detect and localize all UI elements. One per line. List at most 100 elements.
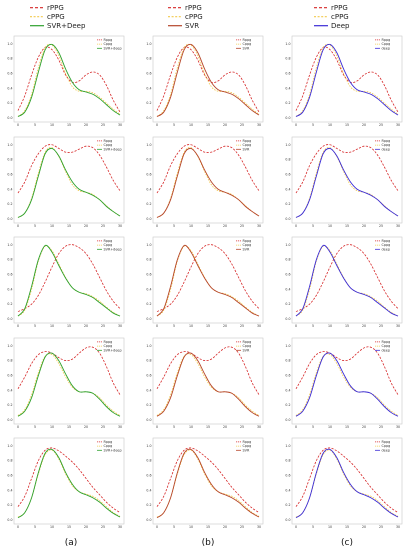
x-tick-label: 5 — [173, 425, 175, 429]
y-tick-label: 1.0 — [146, 42, 151, 46]
legend-label-cppg: Cppg — [243, 444, 252, 448]
legend-label-rppg: Rppg — [382, 440, 391, 444]
x-tick-label: 10 — [189, 123, 193, 127]
x-tick-label: 20 — [362, 123, 366, 127]
x-tick-label: 20 — [362, 425, 366, 429]
y-tick-label: 0.8 — [285, 459, 290, 463]
legend-label-pred: deep — [382, 147, 390, 151]
legend-label-cppg: Cppg — [243, 42, 252, 46]
x-tick-label: 30 — [257, 525, 261, 529]
y-tick-label: 0.2 — [146, 101, 151, 105]
x-tick-label: 5 — [173, 324, 175, 328]
series-pred-line — [156, 244, 260, 317]
x-tick-label: 15 — [67, 324, 71, 328]
x-tick-label: 10 — [328, 123, 332, 127]
subplot-r0-c0: 0.0 0.2 0.4 0.6 0.8 1.0 0 5 10 15 20 25 30 RppgCppgSV… — [7, 35, 125, 127]
subplot-r2-c1: 0.0 0.2 0.4 0.6 0.8 1.0 0 5 10 15 20 25 30 RppgCppgSV… — [146, 236, 264, 328]
legend-label-cppg: Cppg — [243, 143, 252, 147]
y-tick-label: 0.2 — [7, 503, 12, 507]
y-tick-label: 1.0 — [7, 344, 12, 348]
y-tick-label: 0.8 — [285, 158, 290, 162]
x-tick-label: 25 — [240, 224, 244, 228]
legend-label-rppg: Rppg — [104, 139, 113, 143]
plot-frame — [13, 136, 125, 224]
series-rppg-line — [156, 144, 260, 194]
series-rppg-line — [295, 244, 399, 312]
y-tick-label: 1.0 — [7, 243, 12, 247]
x-tick-label: 15 — [206, 525, 210, 529]
y-tick-label: 1.0 — [146, 444, 151, 448]
top-legend-label-cppg: cPPG — [47, 13, 65, 21]
x-tick-label: 20 — [84, 425, 88, 429]
series-rppg-line — [156, 447, 260, 513]
x-tick-label: 0 — [17, 224, 19, 228]
x-tick-label: 25 — [379, 425, 383, 429]
y-tick-label: 0.6 — [7, 474, 12, 478]
x-tick-label: 25 — [379, 123, 383, 127]
subplot-r3-c1: 0.0 0.2 0.4 0.6 0.8 1.0 0 5 10 15 20 25 30 RppgCppgSV… — [146, 337, 264, 429]
series-pred-line — [17, 244, 121, 317]
y-tick-label: 0.4 — [285, 187, 290, 191]
legend-label-rppg: Rppg — [243, 239, 252, 243]
x-tick-label: 20 — [223, 425, 227, 429]
y-tick-label: 1.0 — [146, 143, 151, 147]
x-tick-label: 0 — [295, 525, 297, 529]
x-tick-label: 25 — [101, 425, 105, 429]
plot-frame — [13, 437, 125, 525]
x-tick-label: 10 — [50, 324, 54, 328]
y-tick-label: 0.8 — [7, 359, 12, 363]
x-tick-label: 0 — [17, 525, 19, 529]
top-legend-label-cppg: cPPG — [185, 13, 203, 21]
legend-label-pred: SVR — [243, 448, 250, 452]
y-tick-label: 0.0 — [285, 317, 290, 321]
x-tick-label: 15 — [206, 425, 210, 429]
series-pred-line — [17, 352, 121, 417]
column-label-0: (a) — [65, 538, 78, 548]
x-tick-label: 25 — [101, 525, 105, 529]
y-tick-label: 0.8 — [285, 57, 290, 61]
y-tick-label: 0.4 — [146, 287, 151, 291]
x-tick-label: 15 — [206, 123, 210, 127]
y-tick-label: 0.4 — [146, 187, 151, 191]
x-tick-label: 0 — [17, 324, 19, 328]
x-tick-label: 5 — [312, 525, 314, 529]
x-tick-label: 10 — [50, 525, 54, 529]
x-tick-label: 15 — [345, 525, 349, 529]
y-tick-label: 0.6 — [285, 474, 290, 478]
legend-label-pred: SVR+deep — [104, 348, 122, 352]
x-tick-label: 25 — [379, 525, 383, 529]
subplot-r4-c0: 0.0 0.2 0.4 0.6 0.8 1.0 0 5 10 15 20 25 30 RppgCppgSV… — [7, 437, 125, 529]
y-tick-label: 0.0 — [7, 418, 12, 422]
x-tick-label: 0 — [295, 224, 297, 228]
series-cppg-line — [156, 245, 260, 317]
y-tick-label: 0.8 — [146, 158, 151, 162]
series-rppg-line — [295, 46, 399, 113]
subplot-r1-c0: 0.0 0.2 0.4 0.6 0.8 1.0 0 5 10 15 20 25 30 RppgCppgSV… — [7, 136, 125, 228]
series-pred-line — [295, 448, 399, 519]
y-tick-label: 0.4 — [285, 488, 290, 492]
x-tick-label: 0 — [17, 425, 19, 429]
y-tick-label: 0.6 — [7, 374, 12, 378]
legend-label-rppg: Rppg — [104, 38, 113, 42]
y-tick-label: 0.8 — [7, 459, 12, 463]
x-tick-label: 25 — [101, 224, 105, 228]
y-tick-label: 0.6 — [285, 173, 290, 177]
y-tick-label: 0.6 — [7, 72, 12, 76]
x-tick-label: 15 — [67, 525, 71, 529]
series-cppg-line — [295, 43, 399, 117]
legend-label-pred: SVR — [243, 247, 250, 251]
y-tick-label: 1.0 — [285, 344, 290, 348]
series-rppg-line — [295, 346, 399, 395]
x-tick-label: 30 — [396, 224, 400, 228]
x-tick-label: 10 — [328, 224, 332, 228]
legend-label-cppg: Cppg — [104, 344, 113, 348]
x-tick-label: 25 — [240, 525, 244, 529]
legend-label-rppg: Rppg — [243, 139, 252, 143]
series-cppg-line — [17, 245, 121, 317]
x-tick-label: 30 — [118, 425, 122, 429]
y-tick-label: 0.0 — [285, 116, 290, 120]
legend-label-cppg: Cppg — [104, 444, 113, 448]
series-pred-line — [156, 43, 260, 117]
y-tick-label: 0.0 — [146, 317, 151, 321]
